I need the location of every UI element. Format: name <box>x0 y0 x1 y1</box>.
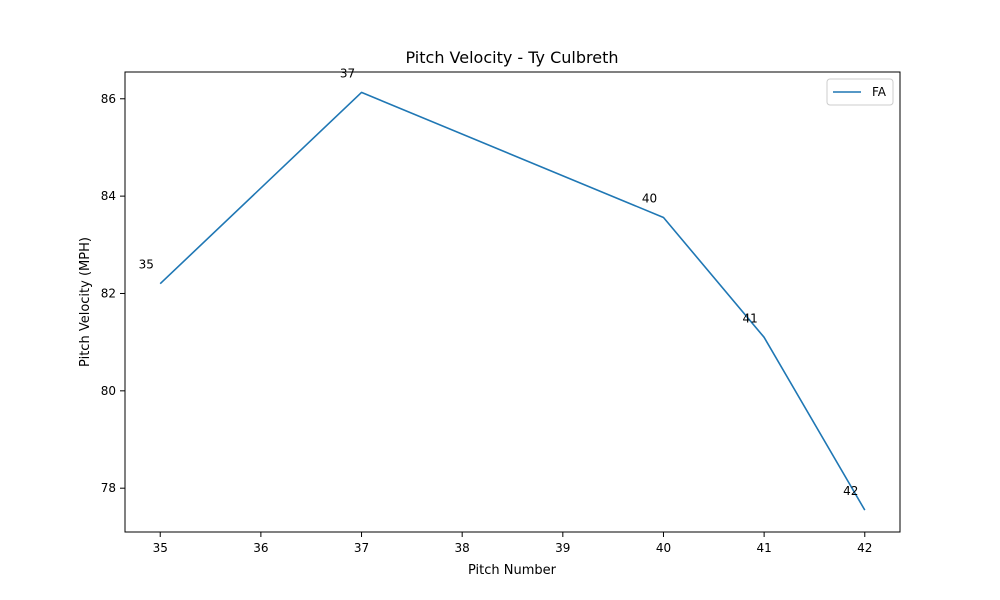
legend-entry: FA <box>872 85 887 99</box>
series-line-fa <box>159 91 866 511</box>
x-tick-label: 41 <box>756 541 771 555</box>
y-axis: 78 80 82 84 86 <box>101 92 125 495</box>
plot-area: 35 37 40 41 42 <box>139 66 866 511</box>
y-tick-label: 86 <box>101 92 116 106</box>
x-tick-label: 38 <box>455 541 470 555</box>
x-tick-label: 39 <box>555 541 570 555</box>
x-tick-label: 40 <box>656 541 671 555</box>
y-tick-label: 82 <box>101 286 116 300</box>
data-point-label: 42 <box>843 484 858 498</box>
x-tick-label: 37 <box>354 541 369 555</box>
x-tick-label: 36 <box>253 541 268 555</box>
x-tick-label: 42 <box>857 541 872 555</box>
data-point-label: 41 <box>742 311 757 325</box>
chart-title: Pitch Velocity - Ty Culbreth <box>406 48 619 67</box>
y-tick-label: 84 <box>101 189 116 203</box>
y-tick-label: 78 <box>101 481 116 495</box>
x-axis: 35 36 37 38 39 40 41 42 <box>153 532 872 555</box>
x-tick-label: 35 <box>153 541 168 555</box>
data-point-label: 35 <box>139 258 154 272</box>
x-axis-label: Pitch Number <box>468 563 557 578</box>
data-point-label: 37 <box>340 66 355 80</box>
plot-frame <box>124 71 901 533</box>
legend: FA <box>826 78 894 106</box>
y-tick-label: 80 <box>101 384 116 398</box>
data-point-label: 40 <box>642 192 657 206</box>
y-axis-label: Pitch Velocity (MPH) <box>78 237 93 367</box>
